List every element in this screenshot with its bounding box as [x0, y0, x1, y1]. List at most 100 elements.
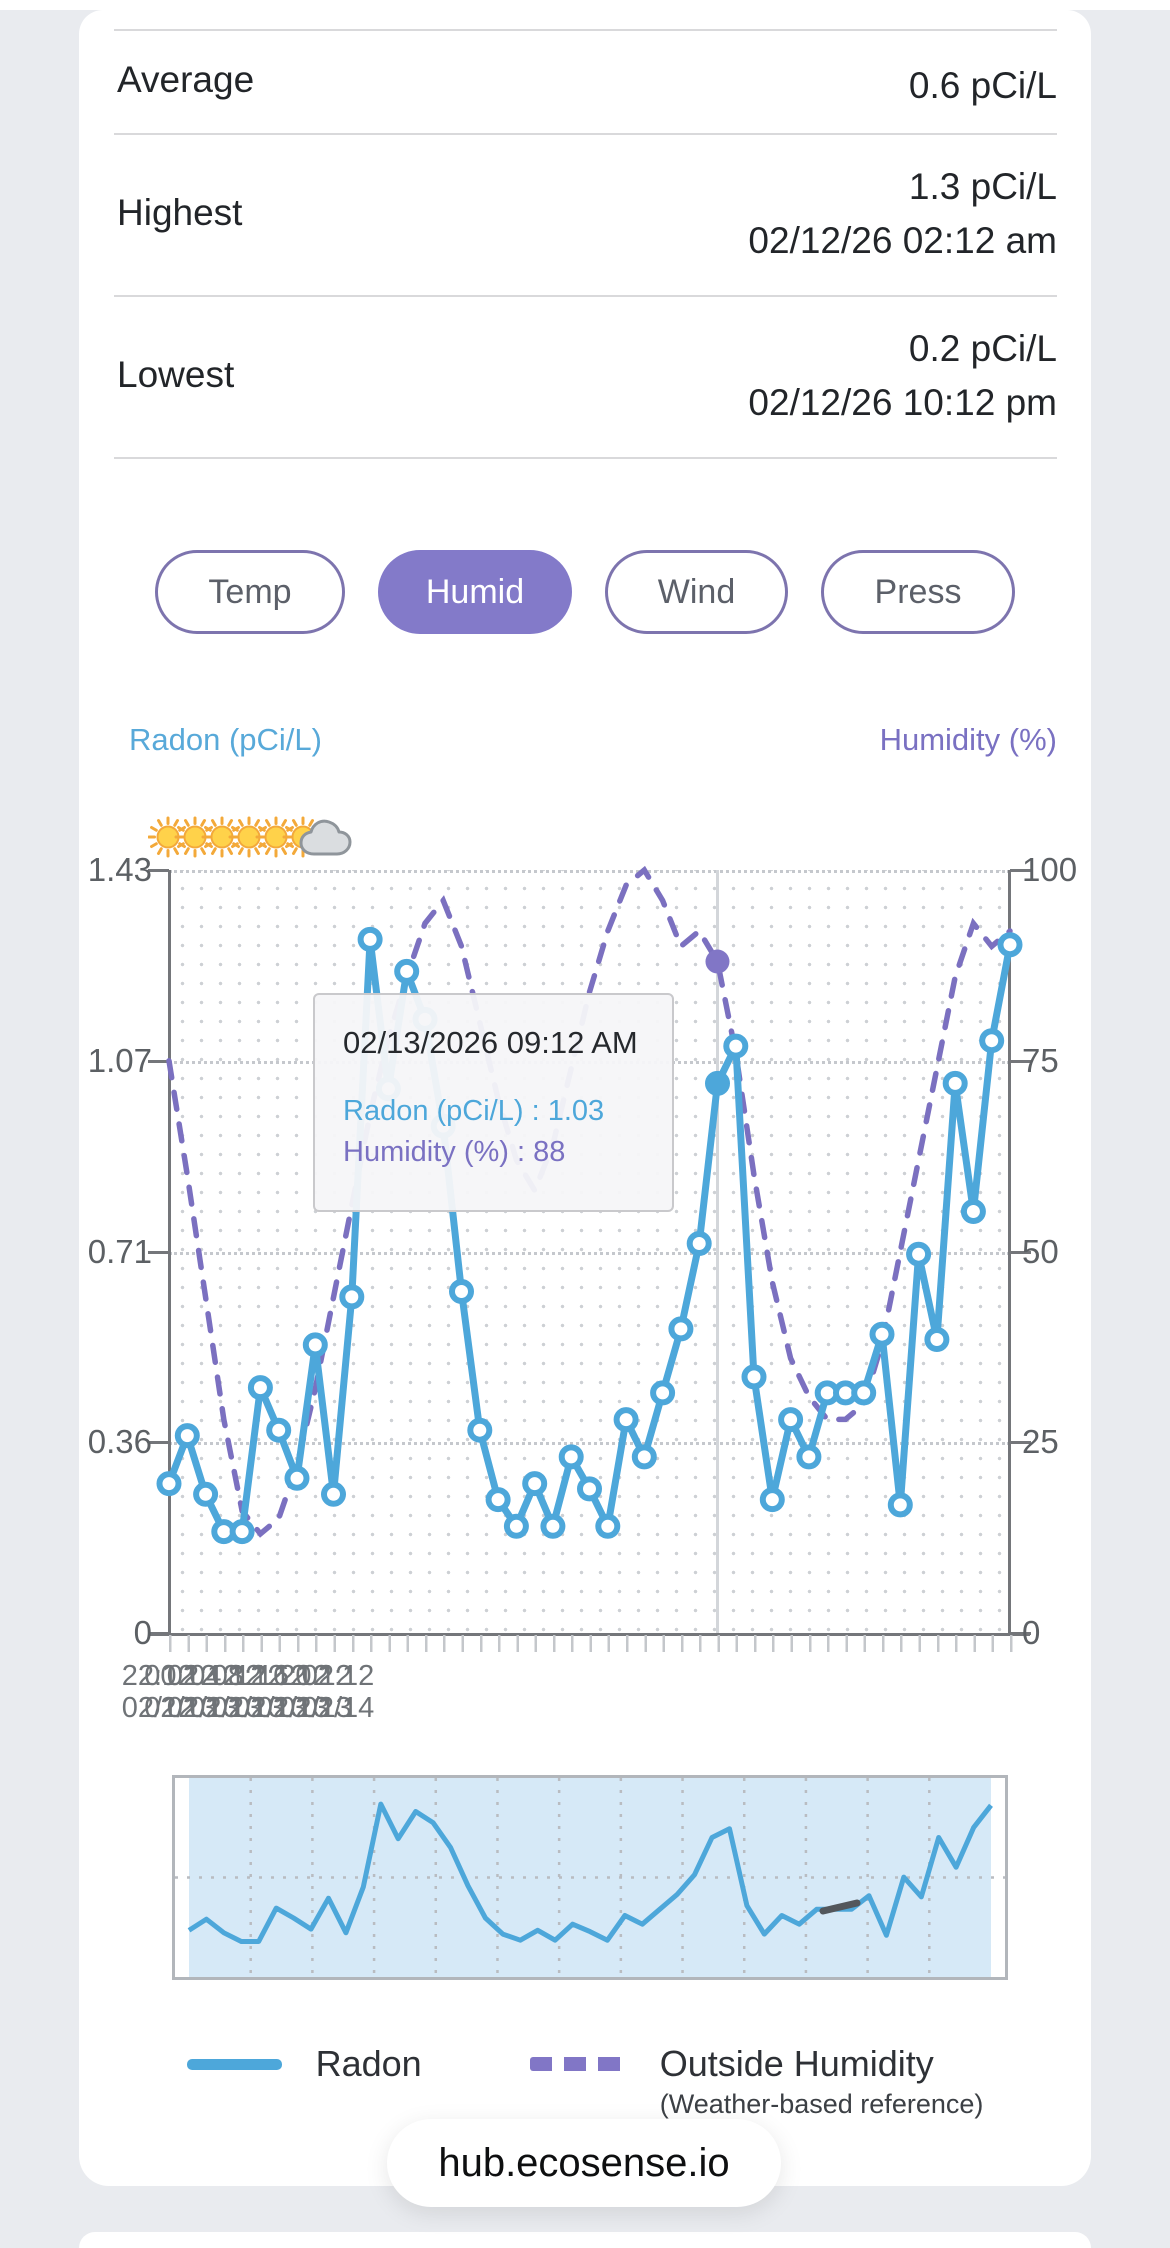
radon-marker	[960, 1199, 986, 1224]
radon-marker	[467, 1417, 493, 1443]
filter-button-temp[interactable]: Temp	[155, 550, 345, 634]
left-axis-tick-label: 0.36	[87, 1423, 152, 1461]
weather-icon-strip	[148, 816, 352, 858]
radon-marker	[247, 1375, 273, 1401]
radon-marker	[485, 1487, 511, 1513]
radon-marker	[723, 1033, 749, 1059]
radon-marker	[522, 1471, 548, 1497]
right-axis-tick	[1010, 1632, 1031, 1635]
left-axis-tick-label: 1.07	[87, 1041, 152, 1079]
radon-marker	[540, 1513, 566, 1539]
radon-marker	[266, 1417, 292, 1443]
radon-marker	[302, 1332, 328, 1358]
left-axis-line	[168, 870, 171, 1636]
hover-radon-dot	[706, 1072, 729, 1095]
right-axis-tick-label: 50	[1022, 1232, 1059, 1270]
right-axis-line	[1008, 870, 1011, 1636]
radon-marker	[193, 1481, 219, 1507]
chart-legend: Radon Outside Humidity (Weather-based re…	[0, 2042, 1170, 2120]
divider	[114, 29, 1057, 31]
x-axis-minor-ticks	[169, 1635, 1014, 1652]
humidity-legend-sublabel: (Weather-based reference)	[659, 2089, 984, 2119]
radon-marker	[906, 1241, 932, 1267]
divider	[114, 133, 1057, 135]
filter-button-humid[interactable]: Humid	[378, 550, 572, 634]
humidity-legend-label[interactable]: Outside Humidity	[659, 2043, 934, 2084]
stat-average-value: 0.6 pCi/L	[908, 65, 1057, 106]
left-axis-title: Radon (pCi/L)	[129, 722, 322, 757]
right-axis-tick-label: 25	[1022, 1423, 1059, 1461]
radon-marker	[686, 1231, 712, 1256]
divider	[114, 457, 1057, 459]
right-axis-tick-label: 0	[1022, 1614, 1041, 1651]
cloud-icon	[299, 819, 352, 856]
major-gridline	[169, 1251, 1010, 1255]
radon-marker	[613, 1407, 639, 1433]
major-gridline	[169, 870, 1010, 873]
radon-marker	[174, 1423, 200, 1449]
browser-address-bar[interactable]: hub.ecosense.io	[387, 2119, 781, 2207]
chart-series-layer	[156, 865, 1023, 1545]
tooltip-humidity-row: Humidity (%) : 88	[343, 1136, 566, 1168]
x-axis-label: 12:12 02/13	[234, 1660, 307, 1724]
radon-marker	[979, 1028, 1005, 1054]
x-axis-line	[150, 1633, 1030, 1636]
previous-card-edge	[0, 0, 1170, 10]
left-axis-tick	[148, 1441, 169, 1445]
left-axis-tick	[148, 1250, 169, 1254]
navigator-canvas	[175, 1778, 1005, 1977]
radon-marker	[503, 1513, 529, 1539]
radon-marker	[284, 1465, 310, 1491]
radon-marker	[759, 1487, 785, 1513]
right-axis-tick-label: 75	[1022, 1041, 1059, 1079]
radon-marker	[631, 1444, 657, 1470]
left-axis-tick-label: 1.43	[87, 851, 152, 888]
radon-marker	[357, 926, 383, 952]
radon-marker	[997, 932, 1023, 958]
left-axis-tick-label: 0	[133, 1614, 152, 1651]
humidity-legend-swatch[interactable]	[529, 2057, 626, 2071]
stat-lowest-value: 0.2 pCi/L 02/12/26 10:12 pm	[748, 328, 1057, 423]
left-axis-tick	[148, 1632, 169, 1635]
navigator-handle-mark	[819, 1899, 861, 1915]
right-axis-tick	[1010, 1250, 1031, 1254]
x-axis-label: 04:12 02/13	[189, 1660, 262, 1724]
hover-crosshair	[715, 870, 719, 1633]
radon-marker	[887, 1492, 913, 1518]
chart-tooltip: 02/13/2026 09:12 AM Radon (pCi/L) : 1.03…	[313, 993, 674, 1212]
right-axis-tick-label: 100	[1022, 851, 1078, 888]
radon-marker	[595, 1513, 621, 1539]
x-axis-label: 16:12 02/13	[256, 1660, 330, 1724]
next-card-edge	[79, 2232, 1091, 2248]
right-axis-tick	[1010, 1441, 1031, 1445]
filter-button-row: Temp Humid Wind Press	[0, 550, 1170, 634]
radon-marker	[156, 1471, 182, 1497]
radon-marker	[869, 1321, 895, 1347]
radon-marker	[668, 1316, 694, 1342]
left-axis-tick	[148, 869, 169, 872]
hover-humidity-dot	[705, 949, 730, 974]
radon-marker	[851, 1380, 877, 1406]
radon-marker	[924, 1327, 950, 1352]
x-axis-label: 02:12 02/14	[301, 1660, 375, 1724]
right-axis-title: Humidity (%)	[879, 722, 1057, 757]
filter-button-press[interactable]: Press	[821, 550, 1015, 634]
left-axis-tick	[148, 1059, 169, 1063]
left-axis-tick-label: 0.71	[87, 1232, 152, 1270]
radon-legend-swatch[interactable]	[186, 2059, 282, 2070]
chart-range-navigator[interactable]	[172, 1775, 1008, 1980]
x-axis-label: 20:12 02/13	[279, 1660, 352, 1724]
filter-button-wind[interactable]: Wind	[605, 550, 788, 634]
radon-marker	[577, 1476, 602, 1502]
radon-marker	[321, 1481, 346, 1507]
address-bar-url: hub.ecosense.io	[438, 2140, 730, 2185]
stat-highest-label: Highest	[117, 192, 243, 233]
radon-legend-label[interactable]: Radon	[315, 2043, 422, 2084]
divider	[114, 295, 1057, 297]
right-axis-tick	[1010, 1059, 1031, 1063]
stat-lowest-label: Lowest	[117, 354, 235, 395]
radon-marker	[778, 1407, 804, 1433]
radon-marker	[229, 1519, 255, 1545]
tooltip-datetime: 02/13/2026 09:12 AM	[343, 1025, 638, 1060]
